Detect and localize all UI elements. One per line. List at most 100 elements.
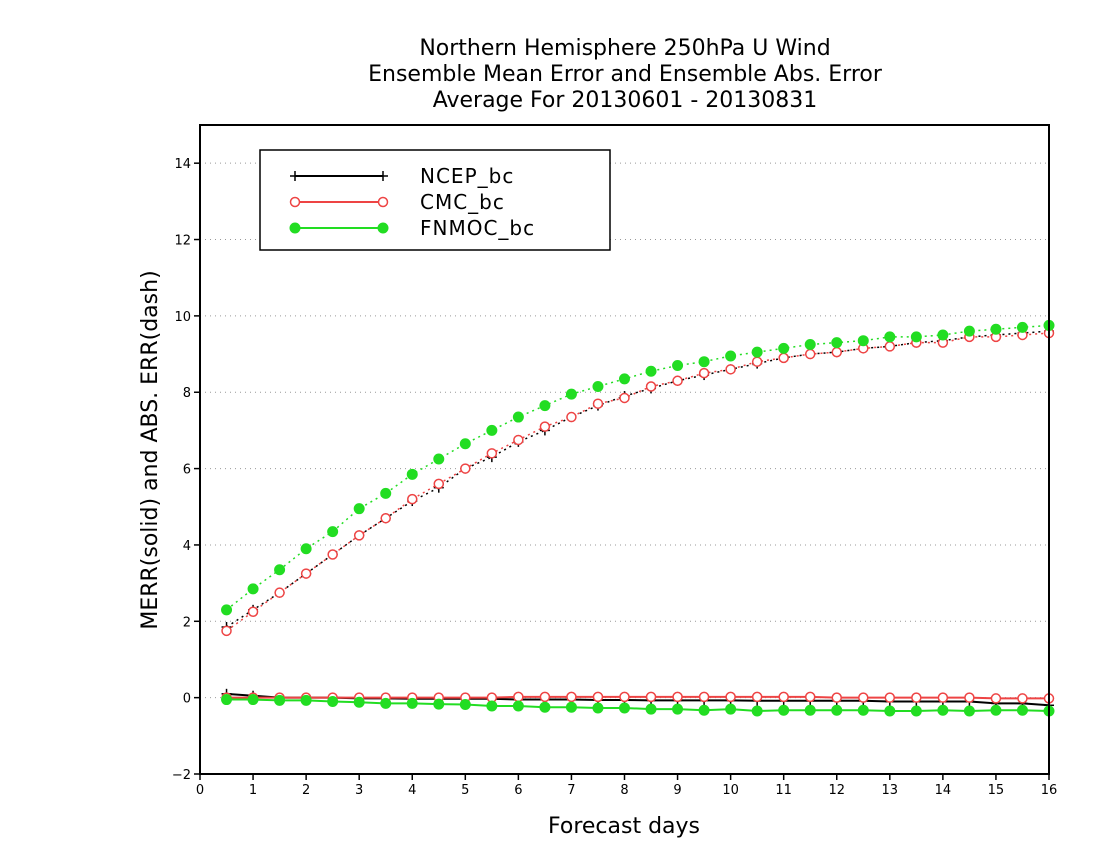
cmc-bc-abs-err-point [380,512,391,524]
fnmoc-bc-mean-err-point [619,702,630,714]
legend-box [259,149,611,251]
cmc-bc-abs-err-point [751,356,763,367]
fnmoc-bc-mean-err-point [353,696,365,708]
cmc-bc-mean-err-point [804,691,816,703]
fnmoc-bc-mean-err-point [300,694,312,706]
x-tick-label: 13 [882,783,899,798]
cmc-bc-abs-err-point [619,392,630,404]
y-tick-label: 2 [183,615,191,630]
fnmoc-bc-abs-err-point [698,356,710,368]
cmc-bc-abs-err-point [486,448,498,459]
legend-label: NCEP_bc [420,164,514,188]
y-tick-label: 8 [183,386,191,401]
fnmoc-bc-abs-err-point [433,453,445,465]
cmc-bc-abs-err-line [226,332,1050,632]
cmc-bc-mean-err-point [566,691,577,703]
x-tick-label: 11 [775,783,792,798]
x-tick-label: 4 [408,783,416,798]
fnmoc-bc-abs-err-point [512,411,524,423]
fnmoc-bc-mean-err-point [274,694,286,706]
fnmoc-bc-mean-err-point [459,699,471,711]
cmc-bc-abs-err-point [433,478,445,490]
fnmoc-bc-abs-err-point [910,331,922,343]
fnmoc-bc-abs-err-point [380,487,392,499]
fnmoc-bc-abs-err-point [778,342,790,354]
legend-marker [377,222,389,234]
y-tick-label: 10 [174,310,191,325]
chart-title-line-2: Ensemble Mean Error and Ensemble Abs. Er… [368,62,882,87]
cmc-bc-mean-err-point [937,692,949,703]
fnmoc-bc-abs-err-point [592,381,604,393]
cmc-bc-abs-err-point [221,625,232,637]
legend-marker [377,196,389,208]
fnmoc-bc-abs-err-point [327,526,339,538]
cmc-bc-abs-err-point [539,421,551,432]
fnmoc-bc-abs-err-point [353,503,365,515]
cmc-bc-mean-err-point [990,693,1002,704]
ncep-bc-mean-err-line [226,692,1050,707]
cmc-bc-abs-err-point [353,530,365,541]
cmc-bc-mean-err-point [592,691,604,703]
fnmoc-bc-mean-err-point [1016,704,1028,716]
fnmoc-bc-abs-err-point [937,329,949,341]
fnmoc-bc-abs-err-point [831,337,843,349]
cmc-bc-mean-err-line [226,695,1049,700]
x-tick-label: 0 [196,783,204,798]
fnmoc-bc-mean-err-point [247,694,259,706]
fnmoc-bc-mean-err-point [910,705,922,717]
cmc-bc-mean-err-point [672,691,683,703]
fnmoc-bc-mean-err-point [831,704,843,716]
cmc-bc-abs-err-point [672,375,683,387]
x-tick-label: 10 [722,783,739,798]
cmc-bc-abs-err-point [884,341,896,352]
legend-label: FNMOC_bc [420,216,535,240]
fnmoc-bc-abs-err-point [539,400,551,412]
series-ncep-bc [221,326,1054,711]
cmc-bc-mean-err-point [539,691,551,703]
fnmoc-bc-abs-err-point [990,323,1002,335]
series-layer [221,319,1055,717]
legend-marker [289,222,301,234]
y-tick-label: 12 [174,234,191,249]
x-tick-label: 8 [620,783,628,798]
cmc-bc-mean-err-point [831,692,842,703]
fnmoc-bc-mean-err-point [565,701,577,713]
fnmoc-bc-abs-err-point [884,331,896,343]
fnmoc-bc-mean-err-point [327,695,339,707]
x-tick-label: 5 [461,783,469,798]
y-axis-label: MERR(solid) and ABS. ERR(dash) [138,270,163,629]
y-tick-label: 4 [183,539,191,554]
fnmoc-bc-abs-err-point [804,339,816,351]
cmc-bc-mean-err-point [964,692,975,703]
fnmoc-bc-abs-err-point [221,604,233,616]
fnmoc-bc-abs-err-point [672,360,684,372]
legend-label: CMC_bc [420,190,505,214]
cmc-bc-abs-err-point [698,367,710,379]
fnmoc-bc-mean-err-point [990,704,1002,716]
cmc-bc-abs-err-point [460,463,471,474]
cmc-bc-mean-err-point [884,692,896,703]
cmc-bc-abs-err-point [566,411,577,423]
fnmoc-bc-mean-err-point [778,704,790,716]
fnmoc-bc-abs-err-point [247,583,259,595]
fnmoc-bc-mean-err-point [857,704,869,716]
fnmoc-bc-mean-err-point [380,697,392,709]
fnmoc-bc-abs-err-point [857,335,869,347]
fnmoc-bc-mean-err-point [486,700,498,712]
cmc-bc-mean-err-point [698,691,710,703]
series-fnmoc-bc [221,319,1055,717]
ncep-bc-abs-err-line [226,330,1050,628]
fnmoc-bc-mean-err-point [539,701,551,713]
fnmoc-bc-abs-err-point [725,350,737,362]
fnmoc-bc-abs-err-point [1016,321,1028,333]
y-tick-label: 14 [174,157,191,172]
x-tick-label: 12 [828,783,845,798]
fnmoc-bc-abs-err-point [963,325,975,337]
fnmoc-bc-mean-err-point [937,704,949,716]
x-tick-label: 6 [514,783,522,798]
legend-item-ncep-bc: NCEP_bc [290,164,514,188]
cmc-bc-mean-err-point [645,691,657,703]
